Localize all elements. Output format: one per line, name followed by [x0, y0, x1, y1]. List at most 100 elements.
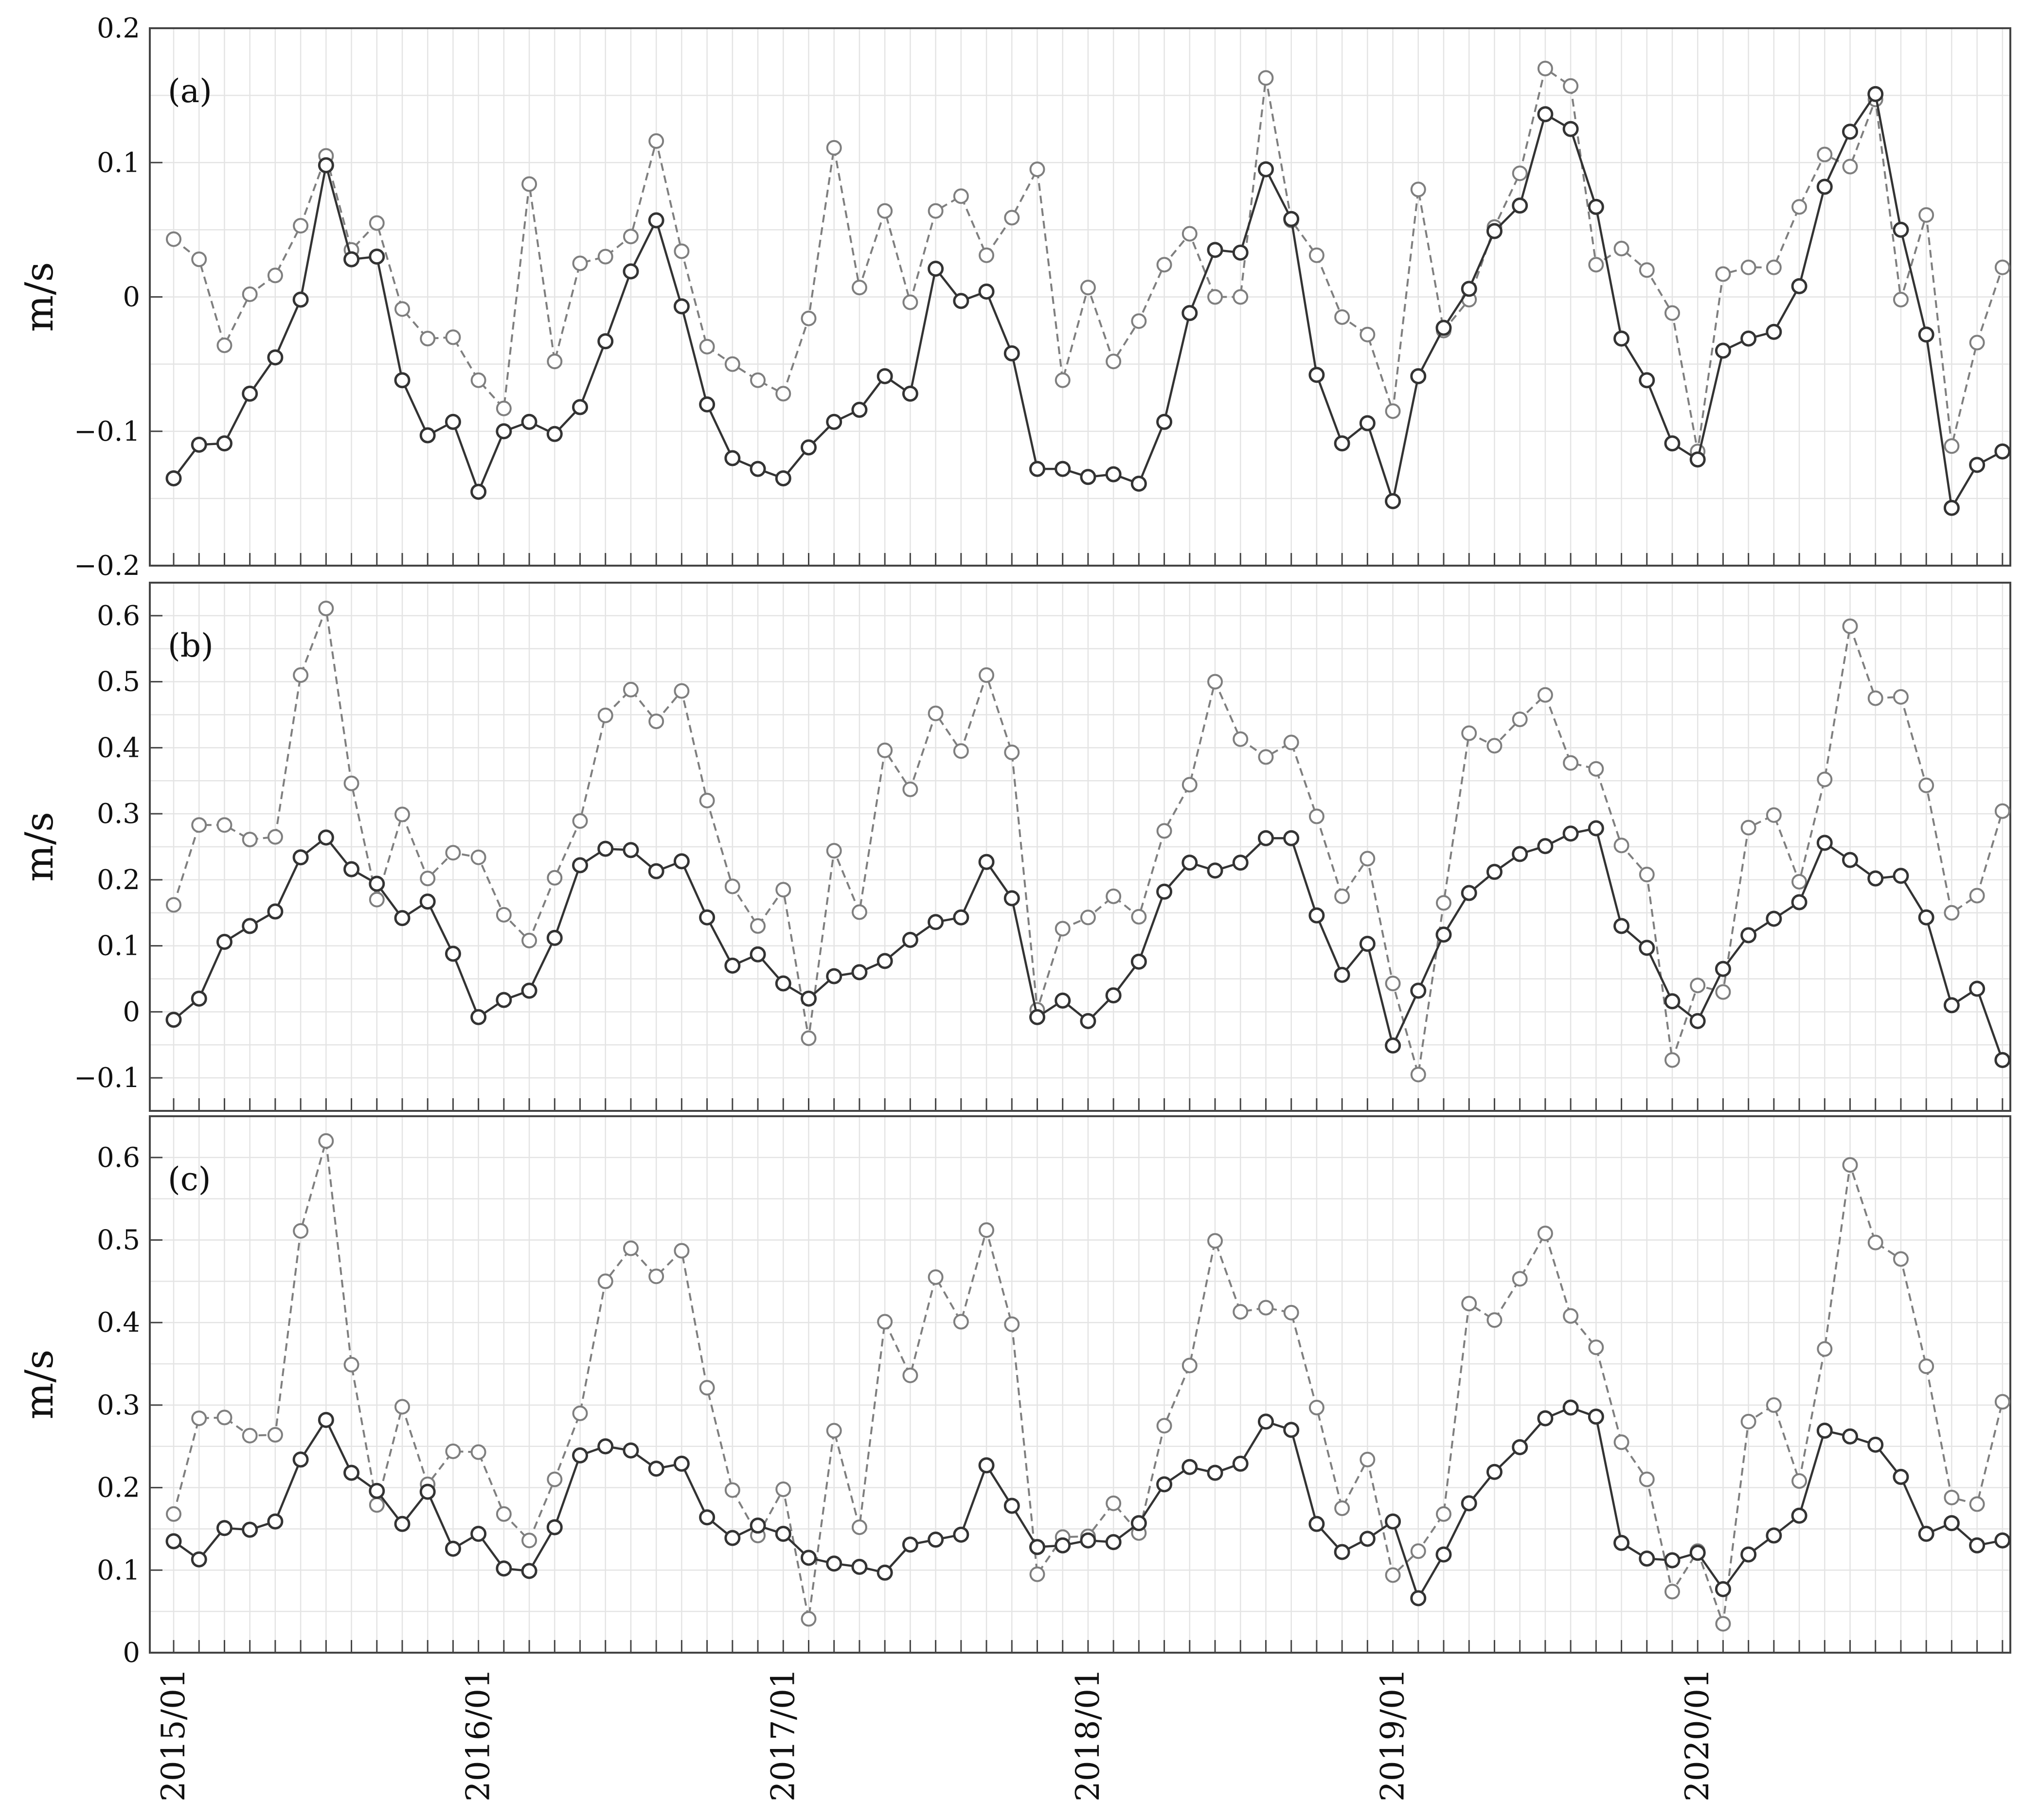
- data-point: [928, 1532, 944, 1548]
- data-point: [623, 263, 639, 280]
- data-point: [1842, 852, 1859, 868]
- data-point: [826, 1423, 842, 1439]
- series-solid: [165, 1399, 2011, 1606]
- series-solid: [165, 820, 2011, 1068]
- data-point: [1080, 1013, 1096, 1029]
- data-point: [1867, 870, 1884, 887]
- data-point: [1740, 820, 1756, 836]
- data-point: [1918, 909, 1934, 926]
- data-point: [445, 845, 461, 861]
- data-point: [1131, 313, 1147, 329]
- data-point: [470, 1526, 487, 1542]
- data-point: [369, 1497, 385, 1513]
- data-point: [394, 301, 410, 317]
- data-point: [1842, 124, 1859, 140]
- data-point: [419, 1483, 436, 1500]
- data-point: [496, 907, 512, 923]
- series-dashed: [166, 600, 2010, 1083]
- data-point: [1969, 888, 1985, 904]
- data-point: [877, 742, 893, 758]
- data-point: [369, 249, 385, 265]
- data-point: [775, 1481, 791, 1498]
- data-point: [1385, 976, 1401, 992]
- data-point: [445, 329, 461, 345]
- data-point: [1537, 60, 1553, 76]
- data-point: [1816, 835, 1833, 851]
- data-point: [1334, 888, 1350, 904]
- panel-c: 0 0.1 0.2 0.3 0.4 0.5 0.6 m/s (c): [17, 1115, 2011, 1669]
- data-point: [1385, 1567, 1401, 1583]
- data-point: [166, 1506, 181, 1522]
- data-point: [750, 461, 766, 477]
- data-point: [521, 176, 537, 192]
- data-point: [165, 470, 182, 486]
- data-point: [572, 255, 588, 271]
- data-point: [1766, 1397, 1782, 1413]
- data-point: [1512, 197, 1528, 214]
- data-point: [1766, 259, 1782, 275]
- data-point: [1715, 1616, 1731, 1632]
- data-point: [369, 892, 385, 908]
- data-point: [267, 1427, 283, 1443]
- data-point: [648, 212, 664, 229]
- data-point: [470, 483, 487, 500]
- data-point: [1410, 181, 1426, 197]
- y-tick-label: 0.5: [97, 666, 140, 698]
- data-point: [521, 1563, 537, 1579]
- data-point: [724, 1482, 740, 1498]
- data-point: [724, 450, 741, 466]
- data-point: [1334, 966, 1350, 983]
- plot-frame: [149, 1115, 2011, 1654]
- x-tick-label: 2017/01: [764, 1668, 802, 1802]
- data-point: [775, 470, 791, 486]
- data-point: [1029, 1566, 1045, 1582]
- data-point: [623, 681, 639, 697]
- data-point: [1283, 211, 1300, 227]
- data-point: [1308, 367, 1325, 383]
- data-point: [1156, 883, 1173, 900]
- data-point: [394, 910, 411, 927]
- data-point: [343, 861, 360, 877]
- data-point: [1055, 461, 1071, 477]
- data-point: [1867, 86, 1884, 102]
- data-point: [1055, 992, 1071, 1009]
- data-point: [597, 1273, 613, 1289]
- panel-label: (a): [168, 72, 212, 110]
- data-point: [242, 1427, 258, 1444]
- data-point: [1690, 978, 1706, 994]
- data-point: [1715, 961, 1731, 977]
- data-point: [267, 829, 283, 845]
- data-point: [928, 260, 944, 277]
- data-point: [1943, 997, 1960, 1014]
- data-point: [953, 1526, 969, 1543]
- data-point: [953, 188, 969, 204]
- data-point: [1867, 690, 1883, 706]
- data-point: [1817, 771, 1833, 787]
- data-point: [724, 356, 740, 372]
- data-point: [419, 427, 436, 444]
- data-point: [673, 298, 690, 315]
- data-point: [1994, 803, 2010, 819]
- data-point: [1181, 305, 1198, 321]
- data-point: [1233, 1304, 1249, 1320]
- data-point: [216, 933, 233, 950]
- data-point: [1486, 1463, 1503, 1480]
- data-point: [750, 918, 766, 934]
- y-tick-label: 0: [123, 1637, 140, 1669]
- plot-frame: [149, 582, 2011, 1112]
- data-point: [953, 909, 969, 926]
- data-point: [216, 435, 233, 452]
- data-point: [1257, 161, 1274, 178]
- data-point: [1562, 825, 1579, 842]
- data-point: [1283, 734, 1299, 750]
- data-point: [1131, 909, 1147, 925]
- data-point: [292, 291, 309, 308]
- data-point: [1207, 1464, 1223, 1481]
- data-point: [801, 990, 817, 1007]
- data-point: [1537, 687, 1553, 703]
- data-point: [1003, 1498, 1020, 1514]
- data-point: [216, 337, 233, 353]
- y-tick-label: 0.5: [97, 1225, 140, 1256]
- data-point: [267, 903, 284, 920]
- data-point: [1512, 165, 1528, 181]
